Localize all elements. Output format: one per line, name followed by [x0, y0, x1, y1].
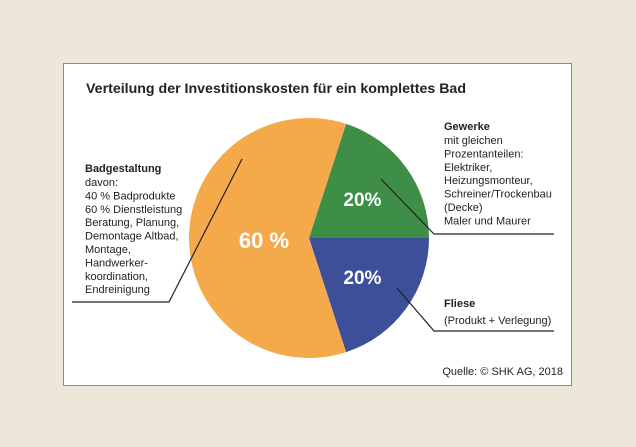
annotation-gewerke-title: Gewerke — [444, 121, 490, 133]
leader-line-badgestaltung — [72, 158, 243, 303]
slice-label-gewerke: 20% — [343, 190, 381, 211]
annotation-gewerke-line: Maler und Maurer — [444, 215, 531, 227]
slice-label-badgestaltung: 60 % — [239, 228, 289, 253]
chart-title: Verteilung der Investitionskosten für ei… — [86, 81, 466, 97]
annotation-fliese-title: Fliese — [444, 298, 475, 310]
chart-card: 20% 20% 60 % Verteilung der Investitionsko… — [63, 63, 572, 386]
annotation-gewerke-line: mit gleichen — [444, 135, 503, 147]
annotation-fliese-line: (Produkt + Verlegung) — [444, 315, 551, 327]
annotation-badgestaltung-line: Demontage Altbad, — [85, 231, 179, 243]
pie-slice-fliese — [309, 238, 429, 353]
pie-slice-gewerke — [309, 123, 429, 238]
pie-slice-badgestaltung — [188, 118, 347, 359]
annotation-badgestaltung-line: 40 % Badprodukte — [85, 190, 176, 202]
annotation-badgestaltung-line: Handwerker- — [85, 257, 148, 269]
annotation-badgestaltung-line: Beratung, Planung, — [85, 217, 179, 229]
annotation-gewerke-line: Prozentanteilen: — [444, 148, 524, 160]
annotation-gewerke-line: Schreiner/Trockenbau — [444, 189, 552, 201]
annotation-badgestaltung-line: davon: — [85, 177, 118, 189]
slice-label-fliese: 20% — [343, 268, 381, 289]
leader-line-gewerke — [380, 178, 554, 235]
annotation-gewerke-line: (Decke) — [444, 202, 483, 214]
pie-chart: 20% 20% 60 % Verteilung der Investitionsko… — [72, 81, 563, 378]
annotation-badgestaltung-line: koordination, — [85, 271, 148, 283]
annotation-badgestaltung-line: 60 % Dienstleistung — [85, 204, 182, 216]
annotation-badgestaltung-title: Badgestaltung — [85, 163, 161, 175]
annotation-gewerke-line: Elektriker, — [444, 162, 492, 174]
leader-line-fliese — [396, 287, 554, 332]
annotation-badgestaltung-line: Endreinigung — [85, 284, 150, 296]
annotation-gewerke-line: Heizungsmonteur, — [444, 175, 533, 187]
source-note: Quelle: © SHK AG, 2018 — [442, 366, 563, 378]
annotation-badgestaltung-line: Montage, — [85, 244, 131, 256]
